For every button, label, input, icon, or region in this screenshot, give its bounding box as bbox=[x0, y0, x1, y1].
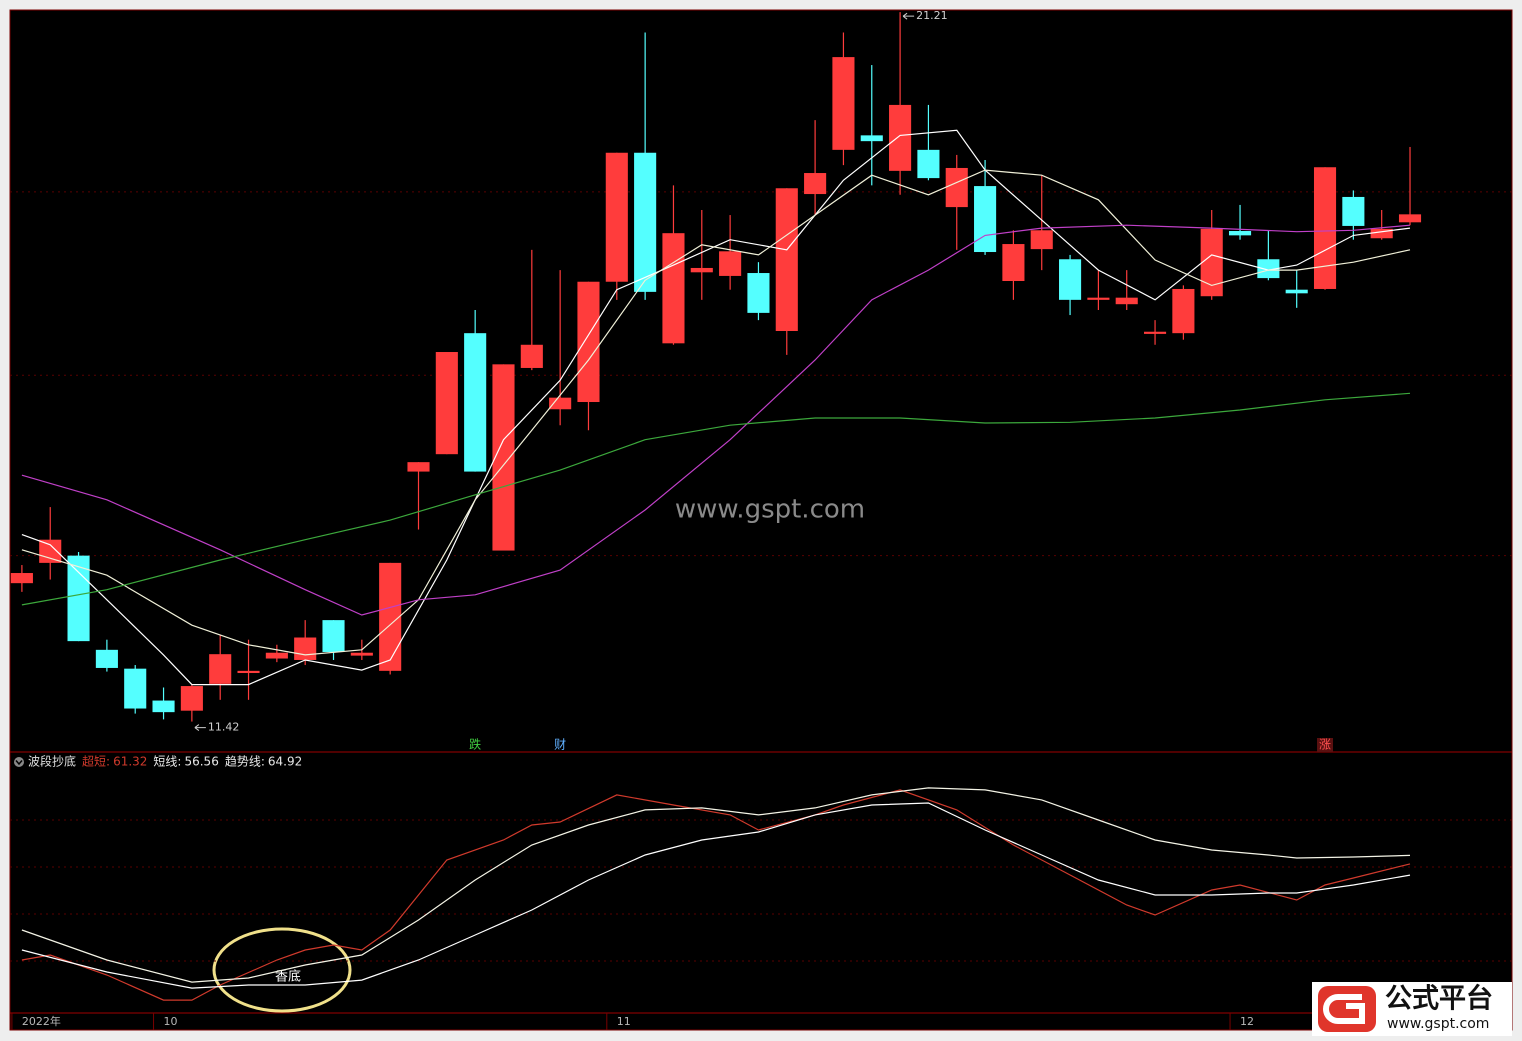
candle-body bbox=[1342, 196, 1365, 226]
candle-body bbox=[634, 152, 657, 292]
candle-body bbox=[719, 251, 742, 276]
candle-body bbox=[917, 149, 940, 179]
candle-body bbox=[379, 562, 402, 671]
candle-body bbox=[1200, 228, 1223, 297]
x-tick-label: 12 bbox=[1240, 1015, 1254, 1028]
candle-body bbox=[1115, 297, 1138, 305]
legend-value: 61.32 bbox=[113, 755, 147, 769]
candle-body bbox=[1257, 259, 1280, 279]
candle-body bbox=[152, 700, 175, 713]
candle-body bbox=[435, 352, 458, 455]
line-series bbox=[21, 787, 1411, 983]
candle-body bbox=[974, 186, 997, 253]
logo: 公式平台 www.gspt.com bbox=[1312, 982, 1512, 1036]
line-series bbox=[21, 129, 1411, 686]
signal-marker: 财 bbox=[554, 738, 566, 752]
legend-name: 趋势线: bbox=[225, 755, 265, 769]
line-series bbox=[21, 224, 1411, 616]
indicator-title: 波段抄底 bbox=[28, 754, 76, 769]
candle-body bbox=[407, 462, 430, 472]
collapse-arrow bbox=[15, 760, 23, 766]
line-series bbox=[21, 789, 1411, 1001]
candle-body bbox=[237, 670, 260, 674]
extreme-label: 21.21 bbox=[916, 9, 948, 22]
candle-body bbox=[10, 573, 33, 584]
candle-body bbox=[775, 188, 798, 332]
candle-body bbox=[945, 167, 968, 208]
candle-body bbox=[180, 686, 203, 711]
highlight-circle bbox=[212, 927, 352, 1013]
candle-body bbox=[889, 104, 912, 171]
signal-marker: 涨 bbox=[1319, 737, 1331, 752]
candle-body bbox=[747, 273, 770, 313]
annotation: 香底 bbox=[275, 969, 301, 985]
candle-body bbox=[1370, 228, 1393, 239]
watermark: www.gspt.com bbox=[675, 495, 865, 525]
candle-body bbox=[577, 281, 600, 403]
candle-body bbox=[1285, 289, 1308, 294]
candle-body bbox=[605, 152, 628, 282]
candle-body bbox=[690, 267, 713, 273]
extreme-arrow bbox=[194, 724, 206, 731]
line-series bbox=[21, 169, 1411, 656]
candle-body bbox=[1398, 214, 1422, 223]
collapse-icon[interactable] bbox=[14, 757, 24, 767]
candle-body bbox=[1087, 297, 1110, 300]
candle-body bbox=[1030, 230, 1053, 250]
candle-body bbox=[322, 620, 345, 653]
candle-body bbox=[1002, 244, 1025, 282]
marker-bg bbox=[1317, 738, 1334, 752]
logo-url: www.gspt.com bbox=[1387, 1016, 1489, 1032]
logo-title: 公式平台 bbox=[1385, 983, 1493, 1015]
legend-name: 短线: bbox=[153, 755, 181, 769]
x-tick-label: 2022年 bbox=[22, 1014, 61, 1028]
legend-name: 超短: bbox=[82, 754, 110, 769]
logo-mark bbox=[1323, 994, 1365, 1024]
candle-body bbox=[464, 333, 487, 472]
candle-body bbox=[1313, 167, 1337, 289]
candle-body bbox=[350, 652, 373, 656]
candle-body bbox=[804, 173, 827, 195]
candle-body bbox=[549, 397, 572, 410]
candle-body bbox=[832, 57, 855, 150]
candle-body bbox=[209, 654, 232, 684]
candle-body bbox=[1144, 331, 1167, 334]
candle-body bbox=[265, 652, 288, 659]
candle-body bbox=[1228, 231, 1252, 236]
candle-body bbox=[1059, 259, 1082, 300]
legend-value: 56.56 bbox=[184, 755, 218, 769]
candle-body bbox=[860, 135, 883, 142]
candle-body bbox=[520, 344, 543, 368]
extreme-label: 11.42 bbox=[208, 721, 240, 734]
candle-body bbox=[39, 539, 62, 563]
line-series bbox=[21, 392, 1411, 606]
x-tick-label: 11 bbox=[617, 1015, 631, 1028]
extreme-arrow bbox=[902, 12, 915, 20]
candle-body bbox=[1172, 288, 1195, 334]
x-tick-label: 10 bbox=[164, 1015, 178, 1028]
candle-body bbox=[95, 649, 118, 668]
line-series bbox=[21, 802, 1411, 989]
candle-body bbox=[662, 233, 685, 344]
signal-marker: 跌 bbox=[469, 737, 481, 752]
legend-value: 64.92 bbox=[268, 755, 302, 769]
candle-body bbox=[124, 668, 147, 709]
chart-frame bbox=[9, 9, 1513, 1031]
candle-body bbox=[492, 364, 515, 551]
candle-body bbox=[294, 637, 317, 660]
